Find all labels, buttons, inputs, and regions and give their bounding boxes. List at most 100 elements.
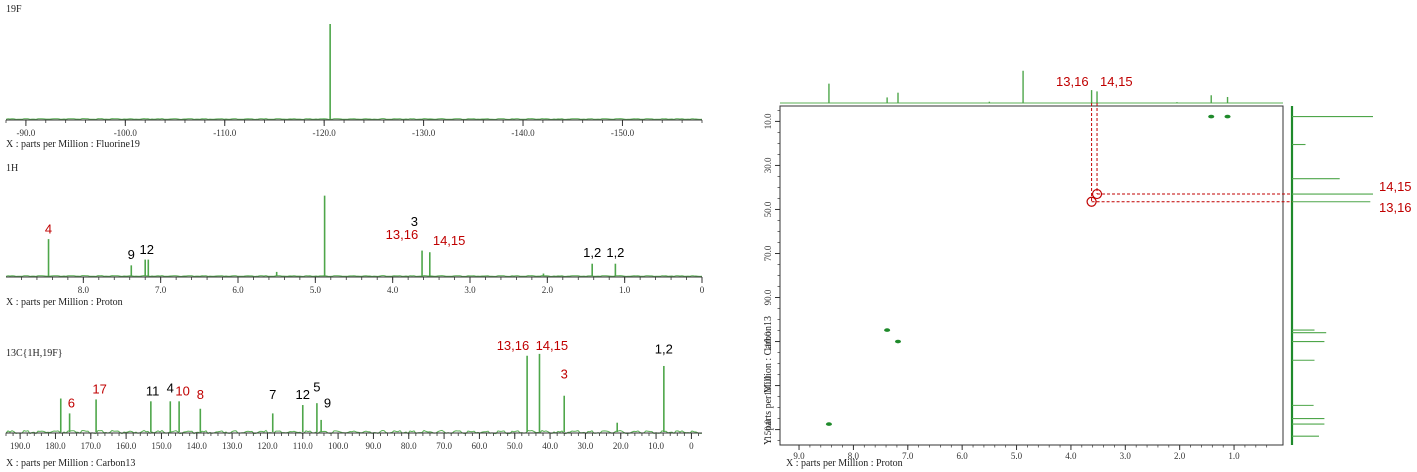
spectrum-1h: 1H X : parts per Million : Proton 8.0 7.0… xyxy=(5,163,705,308)
spectrum-13c-peak-label: 17 xyxy=(92,382,106,397)
spectrum-1h-tick-label: 1.0 xyxy=(619,285,631,295)
spectrum-13c-xlabel: X : parts per Million : Carbon13 xyxy=(6,458,135,469)
hsqc-right-label: 14,15 xyxy=(1379,179,1412,194)
hsqc-top-label: 13,16 xyxy=(1056,74,1089,89)
spectrum-1h-peak-label: 1,2 xyxy=(606,245,624,260)
spectrum-13c-tick-label: 30.0 xyxy=(578,441,594,451)
hsqc-y-tick-label: 110.0 xyxy=(763,331,773,351)
spectrum-13c-tick-label: 180.0 xyxy=(45,441,66,451)
spectrum-1h-tick-label: 8.0 xyxy=(78,285,90,295)
hsqc-cross-peak xyxy=(825,422,832,426)
spectrum-13c-tick-label: 10.0 xyxy=(648,441,664,451)
spectrum-1h-tick-label: 5.0 xyxy=(310,285,322,295)
hsqc-x-tick-label: 8.0 xyxy=(848,451,860,461)
spectrum-19f-tick-label: -90.0 xyxy=(17,128,36,138)
spectrum-13c-peak-label: 3 xyxy=(561,367,568,382)
spectrum-13c-peak-label: 14,15 xyxy=(536,338,569,353)
spectrum-1h-tick-label: 4.0 xyxy=(387,285,399,295)
spectrum-13c-peak-label: 7 xyxy=(269,387,276,402)
spectrum-13c-peak-label: 9 xyxy=(324,396,331,411)
spectrum-13c-tick-label: 160.0 xyxy=(116,441,137,451)
spectrum-1h-peak-label: 14,15 xyxy=(433,233,466,248)
hsqc-y-tick-label: 50.0 xyxy=(763,201,773,217)
spectrum-13c-tick-label: 20.0 xyxy=(613,441,629,451)
hsqc-cross-peak xyxy=(1224,114,1231,119)
spectrum-19f-title: 19F xyxy=(6,4,22,15)
spectrum-13c-tick-label: 50.0 xyxy=(507,441,523,451)
spectrum-19f-tick-label: -140.0 xyxy=(511,128,535,138)
spectrum-19f: 19F X : parts per Million : Fluorine19 -… xyxy=(5,4,703,150)
spectrum-13c-peak-label: 6 xyxy=(68,396,75,411)
hsqc-frame xyxy=(779,105,1284,446)
spectrum-1h-peak-label: 9 xyxy=(128,247,135,262)
spectrum-13c-tick-label: 70.0 xyxy=(436,441,452,451)
spectrum-19f-baseline xyxy=(5,118,703,120)
hsqc-cross-peak xyxy=(884,328,891,332)
hsqc-y-tick-label: 30.0 xyxy=(763,157,773,173)
spectrum-13c-tick-label: 80.0 xyxy=(401,441,417,451)
spectrum-1h-peak-label: 1,2 xyxy=(583,245,601,260)
spectrum-13c-tick-label: 110.0 xyxy=(293,441,313,451)
spectrum-13c-peak-label: 11 xyxy=(146,383,160,398)
spectrum-1h-title: 1H xyxy=(6,163,18,174)
spectrum-1h-baseline xyxy=(5,275,703,277)
spectrum-13c: 13C{1H,19F} X : parts per Million : Carb… xyxy=(5,338,703,469)
hsqc-y-tick-label: 90.0 xyxy=(763,289,773,305)
spectrum-1h-tick-label: 6.0 xyxy=(232,285,244,295)
spectrum-13c-tick-label: 190.0 xyxy=(10,441,31,451)
hsqc-y-tick-label: 10.0 xyxy=(763,113,773,129)
hsqc-ylabel: Y : parts per Million : Carbon13 xyxy=(763,316,774,445)
hsqc-circled-peak xyxy=(1091,188,1103,200)
hsqc-cross-peak xyxy=(1208,114,1215,119)
spectrum-13c-peak-label: 13,16 xyxy=(497,338,530,353)
hsqc-y-tick-label: 70.0 xyxy=(763,245,773,261)
spectrum-13c-peak-label: 12 xyxy=(296,387,310,402)
spectrum-13c-tick-label: 170.0 xyxy=(81,441,102,451)
spectrum-19f-tick-label: -110.0 xyxy=(213,128,236,138)
spectrum-13c-tick-label: 150.0 xyxy=(151,441,172,451)
spectrum-1h-tick-label: 3.0 xyxy=(464,285,476,295)
spectrum-19f-tick-label: -150.0 xyxy=(611,128,635,138)
hsqc-y-tick-label: 150.0 xyxy=(763,419,773,440)
spectrum-19f-tick-label: -100.0 xyxy=(114,128,138,138)
hsqc-x-tick-label: 1.0 xyxy=(1228,451,1240,461)
spectrum-13c-peak-label: 8 xyxy=(197,387,204,402)
spectrum-13c-tick-label: 140.0 xyxy=(187,441,208,451)
spectrum-13c-peak-label: 4 xyxy=(167,381,174,396)
spectrum-13c-tick-label: 130.0 xyxy=(222,441,243,451)
spectrum-1h-tick-label: 7.0 xyxy=(155,285,167,295)
spectrum-13c-tick-label: 120.0 xyxy=(257,441,278,451)
hsqc-x-tick-label: 6.0 xyxy=(957,451,969,461)
spectrum-13c-tick-label: 40.0 xyxy=(542,441,558,451)
spectrum-1h-tick-label: 2.0 xyxy=(542,285,554,295)
hsqc-xlabel: X : parts per Million : Proton xyxy=(786,458,903,469)
spectrum-1h-peak-label: 4 xyxy=(45,221,52,236)
hsqc-x-tick-label: 9.0 xyxy=(793,451,805,461)
spectrum-13c-peak-label: 1,2 xyxy=(655,342,673,357)
spectrum-19f-tick-label: -120.0 xyxy=(313,128,337,138)
spectrum-1h-tick-label: 0 xyxy=(700,285,705,295)
hsqc-top-label: 14,15 xyxy=(1100,74,1133,89)
spectrum-1h-peak-label: 13,16 xyxy=(386,227,419,242)
hsqc-right-label: 13,16 xyxy=(1379,200,1412,215)
hsqc-x-tick-label: 5.0 xyxy=(1011,451,1023,461)
hsqc-x-tick-label: 4.0 xyxy=(1065,451,1077,461)
hsqc-cross-peak xyxy=(895,339,902,344)
spectrum-13c-peak-label: 5 xyxy=(313,380,320,395)
hsqc-2d-map: X : parts per Million : Proton Y : parts… xyxy=(763,70,1412,469)
spectrum-13c-tick-label: 60.0 xyxy=(472,441,488,451)
spectrum-13c-tick-label: 90.0 xyxy=(366,441,382,451)
spectrum-1h-peak-label: 3 xyxy=(411,214,418,229)
hsqc-y-tick-label: 130.0 xyxy=(763,375,773,396)
spectrum-19f-xlabel: X : parts per Million : Fluorine19 xyxy=(6,139,140,150)
hsqc-circled-peak xyxy=(1086,196,1097,207)
spectrum-13c-title: 13C{1H,19F} xyxy=(6,348,63,359)
spectrum-13c-tick-label: 100.0 xyxy=(328,441,349,451)
hsqc-x-tick-label: 2.0 xyxy=(1174,451,1186,461)
spectrum-13c-tick-label: 0 xyxy=(689,441,694,451)
spectrum-1h-peak-label: 12 xyxy=(140,242,154,257)
spectrum-13c-peak-label: 10 xyxy=(175,383,189,398)
spectrum-19f-tick-label: -130.0 xyxy=(412,128,436,138)
hsqc-x-tick-label: 3.0 xyxy=(1120,451,1132,461)
